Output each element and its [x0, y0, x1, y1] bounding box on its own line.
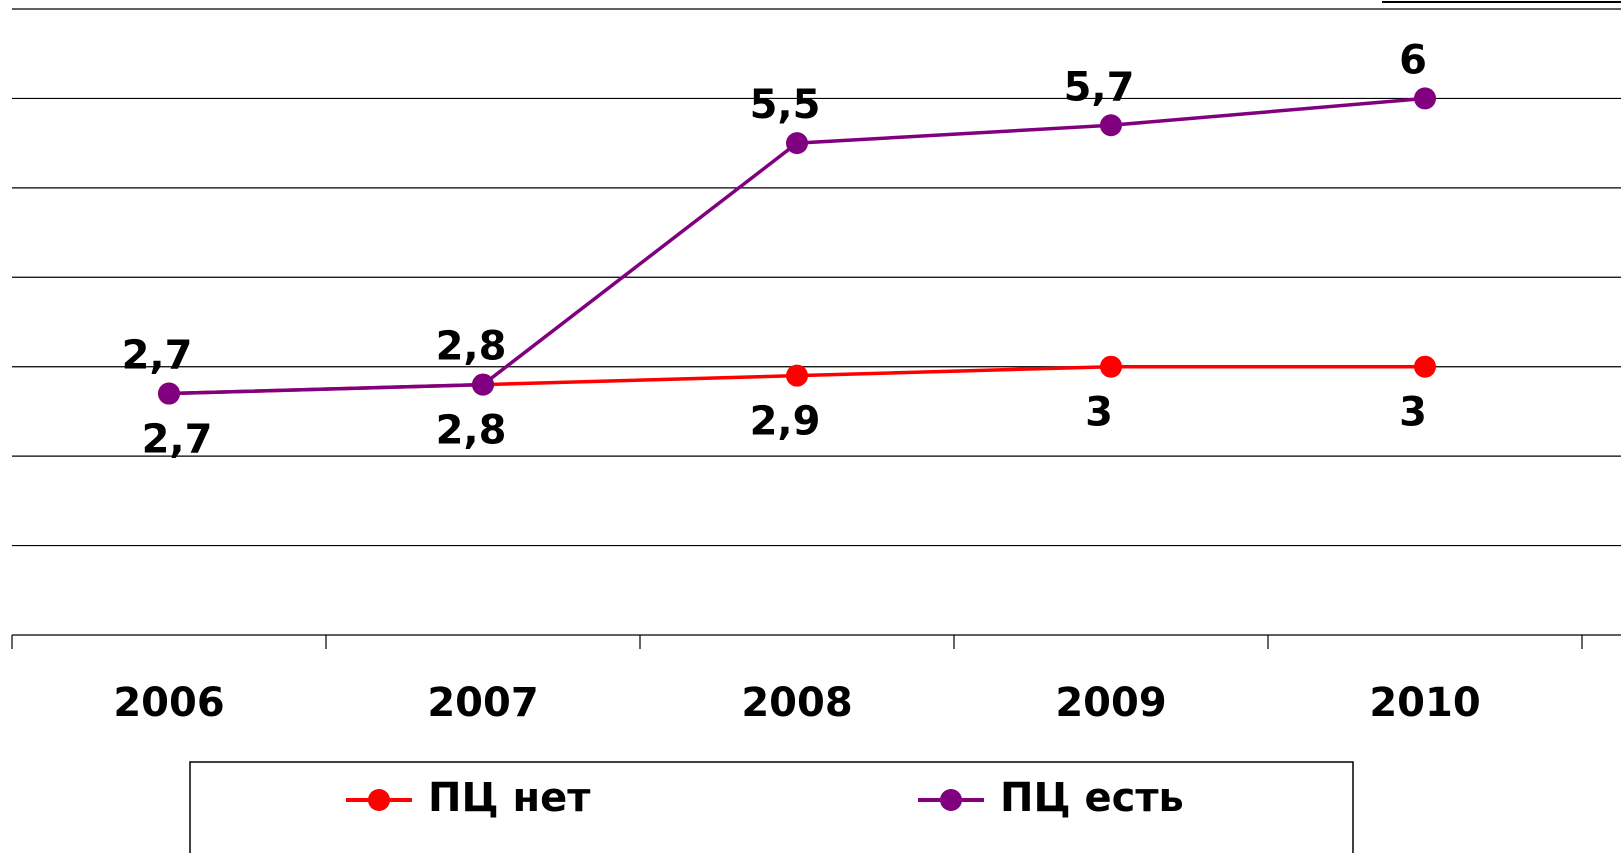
marker — [1100, 114, 1122, 137]
x-tick-label: 2010 — [1369, 680, 1480, 726]
marker — [1100, 355, 1122, 378]
legend-marker — [940, 789, 962, 811]
marker — [1414, 87, 1436, 110]
legend-marker — [368, 789, 390, 811]
legend-label: ПЦ есть — [1000, 775, 1184, 821]
marker — [158, 382, 180, 405]
marker — [786, 364, 808, 387]
data-label: 5,5 — [750, 82, 821, 128]
x-tick-label: 2007 — [427, 680, 538, 726]
data-label: 2,7 — [122, 333, 193, 379]
x-tick-label: 2009 — [1055, 680, 1166, 726]
x-tick-label: 2008 — [741, 680, 852, 726]
data-label: 2,7 — [142, 417, 213, 463]
marker — [1414, 355, 1436, 378]
data-label: 2,8 — [436, 324, 507, 370]
data-label: 3 — [1085, 390, 1113, 436]
data-label: 5,7 — [1064, 64, 1135, 110]
marker — [786, 132, 808, 155]
data-label: 2,9 — [750, 399, 821, 445]
data-label: 2,8 — [436, 408, 507, 454]
marker — [472, 373, 494, 396]
data-label: 3 — [1399, 390, 1427, 436]
data-label: 6 — [1399, 37, 1427, 83]
legend-label: ПЦ нет — [428, 775, 591, 821]
x-tick-label: 2006 — [113, 680, 224, 726]
